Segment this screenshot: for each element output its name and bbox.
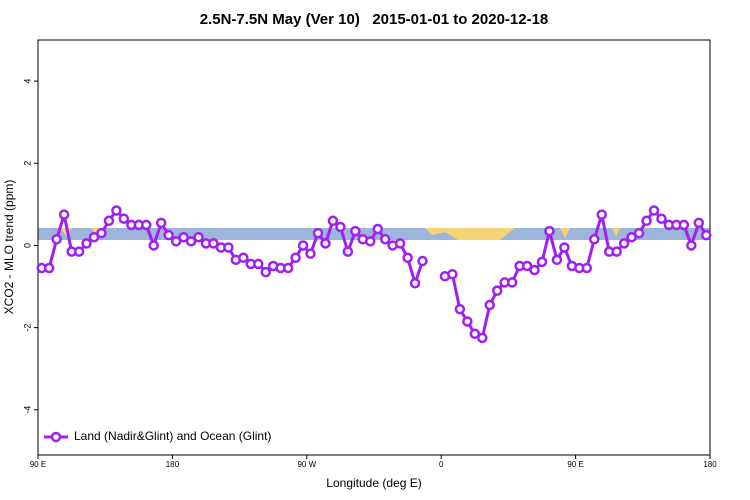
x-tick-label: 90 E <box>567 460 583 469</box>
data-point <box>491 285 503 296</box>
y-tick-label: 4 <box>22 79 32 84</box>
data-point <box>170 236 182 247</box>
y-tick-label: 2 <box>22 161 32 166</box>
data-point <box>633 227 645 239</box>
y-axis-label: XCO2 - MLO trend (ppm) <box>2 180 16 315</box>
data-point <box>693 217 705 229</box>
y-tick-label: 0 <box>22 243 32 248</box>
data-point <box>394 238 406 249</box>
data-point <box>155 217 167 229</box>
data-point <box>223 242 234 253</box>
data-point <box>305 248 316 259</box>
legend-marker <box>50 431 62 443</box>
data-point <box>402 252 413 264</box>
data-point <box>185 236 197 247</box>
chart-title: 2.5N-7.5N May (Ver 10) 2015-01-01 to 202… <box>200 11 549 28</box>
x-tick-label: 90 W <box>297 460 316 469</box>
data-point <box>81 238 92 249</box>
data-point <box>454 303 466 315</box>
data-point <box>559 242 570 253</box>
legend-label: Land (Nadir&Glint) and Ocean (Glint) <box>74 429 271 443</box>
data-point <box>350 225 361 237</box>
data-point <box>626 231 637 243</box>
x-tick-label: 180 <box>703 460 717 469</box>
data-point <box>641 215 652 227</box>
data-point <box>88 231 100 243</box>
data-point <box>178 231 189 243</box>
x-tick-label: 0 <box>439 460 444 469</box>
data-point <box>148 240 159 251</box>
data-point <box>163 229 174 241</box>
data-point <box>469 328 481 340</box>
data-point <box>335 221 346 233</box>
data-point <box>409 277 421 289</box>
data-point <box>589 234 600 245</box>
data-point <box>447 268 458 280</box>
y-tick-label: -2 <box>22 324 32 332</box>
data-point <box>596 209 607 220</box>
data-point <box>96 227 107 239</box>
data-point <box>260 266 271 278</box>
data-point <box>611 246 622 257</box>
data-point <box>701 229 712 241</box>
data-point <box>678 219 690 231</box>
data-point <box>379 234 391 245</box>
data-point <box>462 316 473 327</box>
data-point <box>551 254 563 266</box>
data-point <box>686 240 697 251</box>
data-point <box>290 252 301 264</box>
data-point <box>417 255 428 267</box>
data-point <box>58 209 70 220</box>
data-point <box>648 205 660 216</box>
data-point <box>103 215 115 227</box>
data-point <box>282 262 294 274</box>
data-point <box>342 246 354 257</box>
data-point <box>656 213 667 224</box>
data-point <box>477 332 488 344</box>
data-point <box>327 215 339 227</box>
data-point <box>320 238 331 249</box>
data-point <box>506 277 518 288</box>
data-point <box>581 262 593 274</box>
data-point <box>536 256 548 268</box>
data-point <box>618 238 630 249</box>
x-axis-label: Longitude (deg E) <box>326 476 421 490</box>
data-point <box>193 231 204 243</box>
data-point <box>365 236 376 247</box>
data-point <box>73 246 85 257</box>
data-point <box>521 260 533 272</box>
data-point <box>372 223 383 235</box>
data-point <box>484 299 495 311</box>
x-tick-label: 180 <box>166 460 180 469</box>
plot-frame <box>37 39 711 456</box>
data-point <box>312 227 324 239</box>
data-point <box>141 219 152 231</box>
y-tick-label: -4 <box>22 406 32 414</box>
data-point <box>253 258 264 270</box>
data-point <box>529 264 540 276</box>
data-point <box>208 238 219 249</box>
land-patch <box>60 228 620 240</box>
series-line <box>41 209 424 285</box>
data-point <box>111 205 122 216</box>
data-point <box>118 213 130 224</box>
data-point <box>51 234 62 245</box>
data-point <box>544 225 555 237</box>
data-point <box>43 262 55 274</box>
data-point <box>297 240 309 251</box>
data-point <box>238 252 249 264</box>
x-tick-label: 90 E <box>30 460 46 469</box>
